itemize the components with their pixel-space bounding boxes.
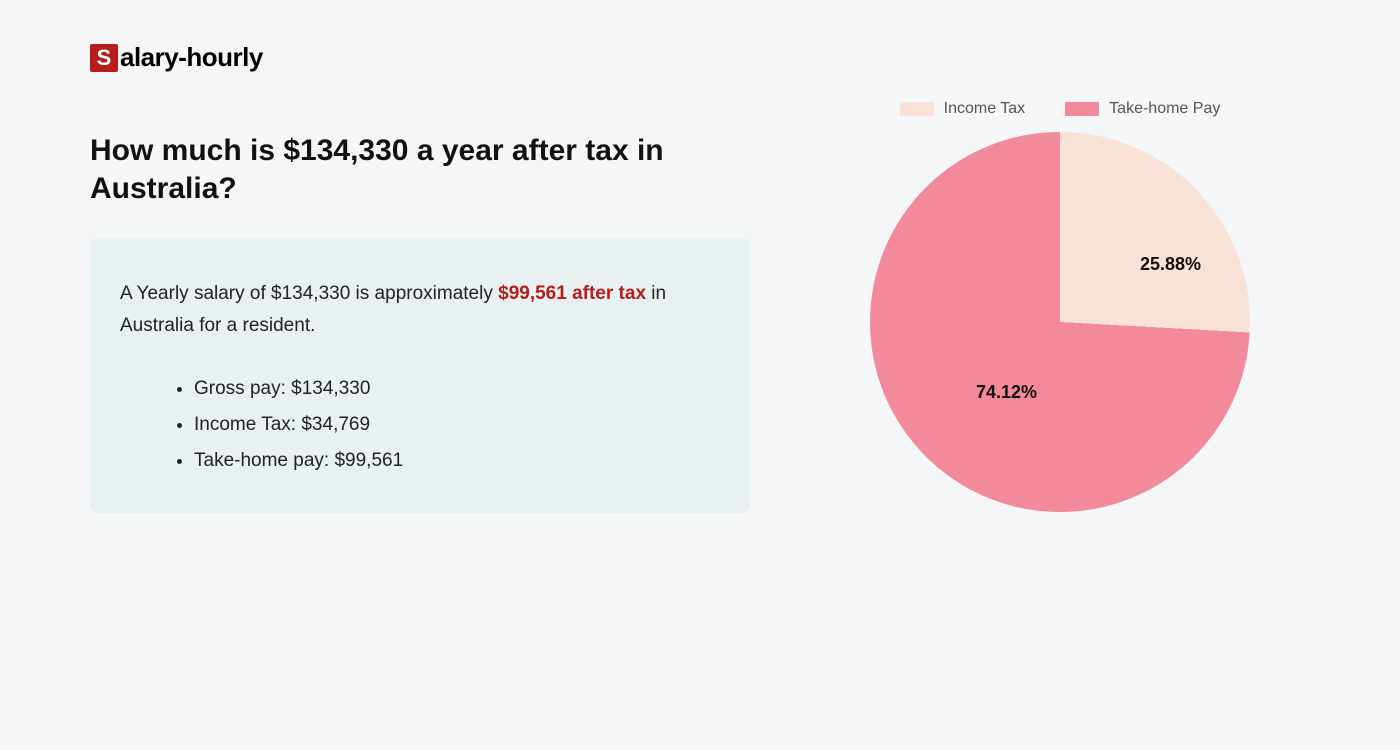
chart-legend: Income Tax Take-home Pay — [820, 100, 1300, 118]
summary-sentence: A Yearly salary of $134,330 is approxima… — [120, 278, 720, 343]
page-title: How much is $134,330 a year after tax in… — [90, 132, 730, 207]
list-item: Gross pay: $134,330 — [194, 371, 720, 407]
pie-slice-label-take-home: 74.12% — [976, 382, 1037, 403]
legend-label: Income Tax — [944, 100, 1026, 118]
summary-prefix: A Yearly salary of $134,330 is approxima… — [120, 283, 498, 304]
pie-chart-region: Income Tax Take-home Pay 25.88% 74.12% — [820, 100, 1300, 512]
list-item: Take-home pay: $99,561 — [194, 443, 720, 479]
list-item: Income Tax: $34,769 — [194, 407, 720, 443]
pie-slice-label-income-tax: 25.88% — [1140, 254, 1201, 275]
summary-list: Gross pay: $134,330 Income Tax: $34,769 … — [120, 371, 720, 479]
legend-item-take-home: Take-home Pay — [1065, 100, 1220, 118]
summary-highlight: $99,561 after tax — [498, 283, 646, 304]
summary-card: A Yearly salary of $134,330 is approxima… — [90, 238, 750, 513]
legend-item-income-tax: Income Tax — [900, 100, 1026, 118]
pie-chart — [870, 132, 1250, 512]
logo-text: alary-hourly — [120, 42, 263, 73]
logo: S alary-hourly — [90, 42, 263, 73]
legend-label: Take-home Pay — [1109, 100, 1220, 118]
legend-swatch — [1065, 102, 1099, 116]
legend-swatch — [900, 102, 934, 116]
pie-holder: 25.88% 74.12% — [870, 132, 1250, 512]
logo-badge: S — [90, 44, 118, 72]
